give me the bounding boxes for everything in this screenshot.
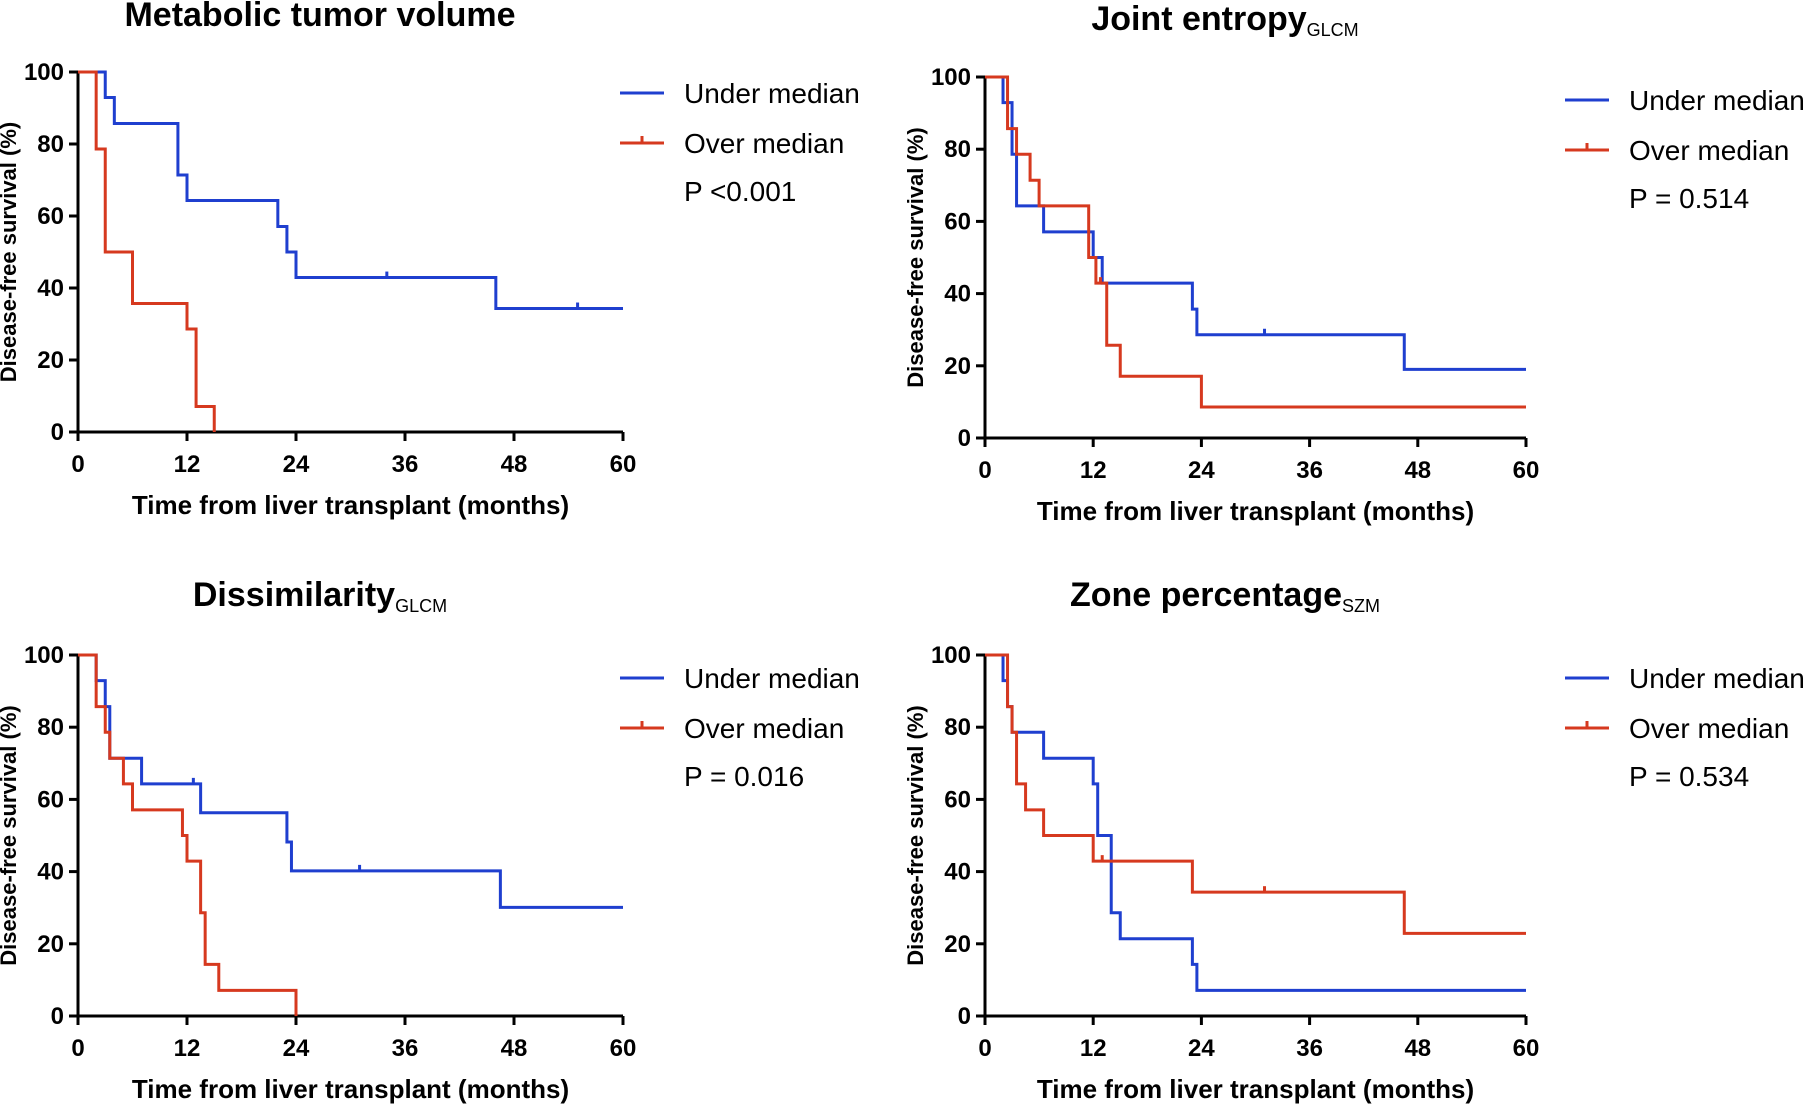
x-tick-label: 0 [71, 1035, 84, 1062]
legend-under-median-label: Under median [1629, 663, 1805, 694]
x-tick-label: 0 [978, 457, 991, 484]
y-tick-label: 80 [37, 131, 64, 158]
y-tick-label: 0 [958, 1003, 971, 1030]
x-tick-label: 48 [501, 1035, 528, 1062]
y-tick-label: 60 [37, 786, 64, 813]
x-tick-label: 12 [1080, 1035, 1107, 1062]
x-tick-label: 12 [1080, 457, 1107, 484]
legend-under-median-label: Under median [684, 78, 860, 109]
x-tick-label: 48 [1404, 1035, 1431, 1062]
x-tick-label: 48 [501, 451, 528, 478]
p-value-label: P = 0.514 [1629, 183, 1749, 214]
chart-title: Joint entropyGLCM [1091, 0, 1358, 40]
chart-title-main: Zone percentage [1070, 576, 1342, 614]
y-tick-label: 40 [37, 275, 64, 302]
chart-title-subscript: SZM [1342, 596, 1380, 616]
chart-title: DissimilarityGLCM [193, 576, 447, 616]
y-tick-label: 80 [944, 714, 971, 741]
y-axis-label: Disease-free survival (%) [903, 705, 928, 965]
x-axis-label: Time from liver transplant (months) [132, 1074, 569, 1104]
chart-title-subscript: GLCM [1307, 20, 1359, 40]
over-median-curve [78, 653, 298, 1016]
x-tick-label: 12 [174, 451, 201, 478]
x-tick-label: 24 [1188, 1035, 1215, 1062]
y-tick-label: 0 [958, 425, 971, 452]
legend-under-median-label: Under median [1629, 85, 1805, 116]
x-tick-label: 24 [1188, 457, 1215, 484]
x-tick-label: 0 [71, 451, 84, 478]
over-median-curve [78, 70, 216, 432]
y-tick-label: 100 [931, 642, 971, 669]
x-tick-label: 0 [978, 1035, 991, 1062]
km-panel-3: DissimilarityGLCM 0 20 40 60 80 100 0 12 24 36 48 60… [0, 556, 905, 1112]
under-median-curve [78, 70, 623, 311]
y-tick-label: 20 [37, 347, 64, 374]
x-tick-label: 60 [610, 451, 637, 478]
x-tick-label: 60 [1513, 457, 1540, 484]
y-tick-label: 100 [24, 642, 64, 669]
legend-under-median-label: Under median [684, 663, 860, 694]
legend-over-median-label: Over median [1629, 713, 1789, 744]
y-tick-label: 0 [51, 1003, 64, 1030]
y-tick-label: 80 [944, 136, 971, 163]
y-tick-label: 40 [944, 859, 971, 886]
km-panel-4: Zone percentageSZM 0 20 40 60 80 100 0 12 24 36 48 6… [903, 556, 1810, 1112]
x-tick-label: 36 [1296, 1035, 1323, 1062]
x-axis-label: Time from liver transplant (months) [1037, 1074, 1474, 1104]
y-tick-label: 20 [944, 353, 971, 380]
p-value-label: P = 0.534 [1629, 761, 1749, 792]
chart-title-main: Metabolic tumor volume [124, 0, 515, 34]
over-median-curve [985, 653, 1526, 935]
y-tick-label: 20 [944, 931, 971, 958]
over-median-curve [985, 75, 1526, 409]
x-tick-label: 36 [392, 451, 419, 478]
chart-svg: Metabolic tumor volume 0 20 40 60 80 100 0 12 24 3… [0, 0, 860, 520]
y-tick-label: 60 [944, 786, 971, 813]
legend-over-median-label: Over median [684, 713, 844, 744]
chart-title: Zone percentageSZM [1070, 576, 1380, 616]
y-axis-label: Disease-free survival (%) [0, 122, 21, 382]
y-tick-label: 40 [944, 281, 971, 308]
chart-svg: Zone percentageSZM 0 20 40 60 80 100 0 12 24 36 48 6… [903, 576, 1805, 1104]
p-value-label: P <0.001 [684, 176, 796, 207]
y-tick-label: 100 [931, 64, 971, 91]
y-tick-label: 60 [944, 208, 971, 235]
y-tick-label: 100 [24, 59, 64, 86]
y-tick-label: 40 [37, 859, 64, 886]
y-tick-label: 60 [37, 203, 64, 230]
p-value-label: P = 0.016 [684, 761, 804, 792]
x-tick-label: 24 [283, 451, 310, 478]
km-panel-1: Metabolic tumor volume 0 20 40 60 80 100 0 12 24 3… [0, 0, 905, 556]
x-tick-label: 36 [1296, 457, 1323, 484]
x-tick-label: 60 [610, 1035, 637, 1062]
x-tick-label: 48 [1404, 457, 1431, 484]
x-axis-label: Time from liver transplant (months) [1037, 496, 1474, 526]
under-median-curve [78, 653, 623, 909]
x-tick-label: 60 [1513, 1035, 1540, 1062]
y-axis-label: Disease-free survival (%) [903, 127, 928, 387]
chart-title-subscript: GLCM [395, 596, 447, 616]
x-tick-label: 12 [174, 1035, 201, 1062]
under-median-curve [985, 653, 1526, 992]
x-tick-label: 36 [392, 1035, 419, 1062]
under-median-curve [985, 75, 1526, 371]
y-axis-label: Disease-free survival (%) [0, 705, 21, 965]
chart-title-main: Dissimilarity [193, 576, 395, 614]
x-axis-label: Time from liver transplant (months) [132, 490, 569, 520]
chart-title-main: Joint entropy [1091, 0, 1306, 38]
legend-over-median-label: Over median [684, 128, 844, 159]
x-tick-label: 24 [283, 1035, 310, 1062]
y-tick-label: 20 [37, 931, 64, 958]
y-tick-label: 80 [37, 714, 64, 741]
km-panel-2: Joint entropyGLCM 0 20 40 60 80 100 0 12 24 36 48 60… [903, 0, 1810, 556]
legend-over-median-label: Over median [1629, 135, 1789, 166]
y-tick-label: 0 [51, 419, 64, 446]
chart-title: Metabolic tumor volume [124, 0, 515, 34]
chart-svg: Joint entropyGLCM 0 20 40 60 80 100 0 12 24 36 48 60… [903, 0, 1805, 526]
chart-svg: DissimilarityGLCM 0 20 40 60 80 100 0 12 24 36 48 60… [0, 576, 860, 1104]
